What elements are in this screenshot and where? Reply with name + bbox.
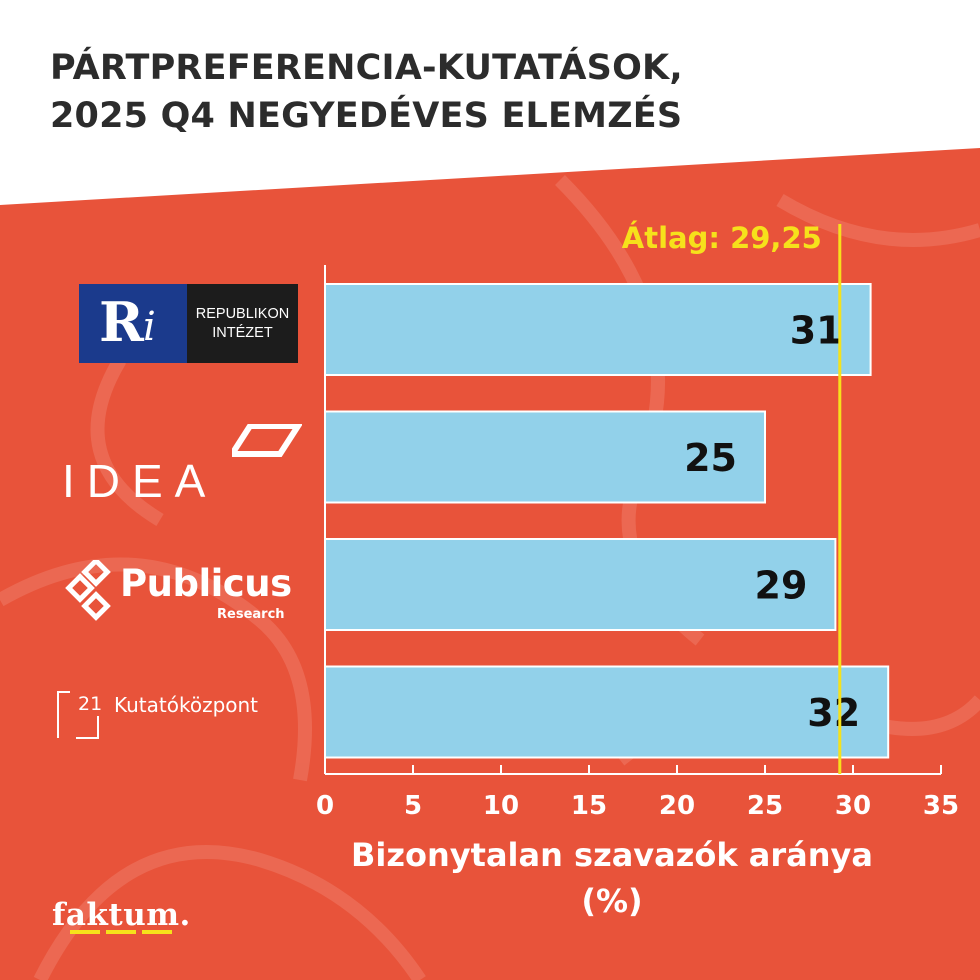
- title-line-1: PÁRTPREFERENCIA-KUTATÁSOK,: [50, 48, 683, 88]
- x-tick-label-15: 15: [571, 791, 607, 821]
- x-tick-label-25: 25: [747, 791, 783, 821]
- x-tick-label-10: 10: [483, 791, 519, 821]
- bar-4: [324, 665, 890, 759]
- bars-layer: 31 25 29 32: [324, 283, 890, 759]
- 21-number: 21: [78, 693, 103, 715]
- bar-value-label-2: 25: [684, 436, 737, 480]
- ri-mark-i: i: [143, 304, 156, 350]
- idea-logo: IDEA: [62, 424, 302, 507]
- bar-3: [324, 538, 837, 631]
- x-tick-label-30: 30: [835, 791, 871, 821]
- ri-mark-r: R: [99, 290, 144, 354]
- ri-line-2: INTÉZET: [212, 324, 273, 341]
- 21-wordmark: Kutatóközpont: [114, 693, 259, 717]
- 21-bracket-icon: [57, 691, 99, 739]
- x-axis-title-line-1: Bizonytalan szavazók aránya: [351, 836, 873, 874]
- idea-parallelogram-icon: [232, 424, 302, 457]
- bar-1: [324, 283, 872, 376]
- average-layer: Átlag: 29,25: [622, 221, 842, 774]
- idea-wordmark: IDEA: [62, 455, 218, 507]
- publicus-research-logo: Publicus Research: [64, 560, 304, 630]
- publicus-wordmark: Publicus: [120, 562, 292, 605]
- title-line-2: 2025 Q4 NEGYEDÉVES ELEMZÉS: [50, 96, 683, 136]
- ri-wordmark: REPUBLIKON INTÉZET: [187, 284, 298, 363]
- x-tick-label-0: 0: [316, 791, 334, 821]
- faktum-underline: [70, 930, 172, 934]
- ri-line-1: REPUBLIKON: [195, 305, 290, 322]
- bar-value-label-4: 32: [807, 691, 860, 735]
- page-title: PÁRTPREFERENCIA-KUTATÁSOK, 2025 Q4 NEGYE…: [50, 44, 683, 140]
- bar-value-label-3: 29: [755, 564, 808, 608]
- republikon-intezet-logo: R i REPUBLIKON INTÉZET: [79, 284, 298, 363]
- 21-kutatokozpont-logo: 21 Kutatóközpont: [56, 690, 306, 740]
- x-tick-label-5: 5: [404, 791, 422, 821]
- x-tick-label-35: 35: [923, 791, 959, 821]
- publicus-subtitle: Research: [217, 607, 285, 622]
- bar-value-label-1: 31: [790, 309, 843, 353]
- x-axis-title-line-2: (%): [581, 882, 642, 920]
- x-tick-label-20: 20: [659, 791, 695, 821]
- publicus-diamonds-icon: [65, 560, 111, 621]
- faktum-logo: faktum.: [52, 897, 191, 933]
- bar-2: [324, 410, 766, 504]
- average-label: Átlag: 29,25: [622, 221, 822, 255]
- ri-mark: R i: [79, 284, 187, 363]
- x-axis: 0 5 10 15 20 25 30 35: [316, 265, 959, 821]
